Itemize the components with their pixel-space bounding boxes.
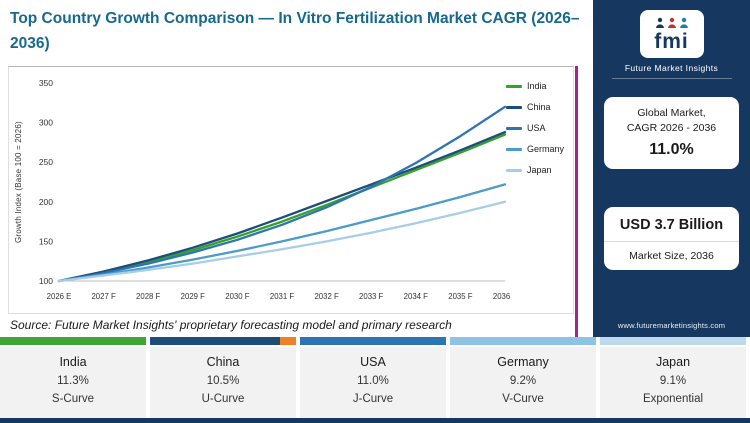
chart-legend: India China USA Germany Japan <box>506 81 570 186</box>
card-cagr: 9.1% <box>659 375 687 387</box>
website-link[interactable]: www.futuremarketinsights.com <box>617 321 726 330</box>
x-tick-label: 2027 F <box>91 292 116 301</box>
market-size-card: USD 3.7 Billion Market Size, 2036 <box>604 207 739 271</box>
market-size-label: Market Size, 2036 <box>629 250 714 263</box>
card-cagr: 11.3% <box>57 375 89 387</box>
legend-item-usa: USA <box>506 123 570 133</box>
series-line-india <box>57 133 507 283</box>
legend-item-japan: Japan <box>506 165 570 175</box>
market-size-value: USD 3.7 Billion <box>619 217 724 234</box>
legend-label: Japan <box>527 165 552 175</box>
series-line-china <box>57 130 507 283</box>
y-tick-label: 100 <box>39 276 53 286</box>
series-line-usa <box>57 105 507 283</box>
legend-label: India <box>527 81 547 91</box>
y-tick-label: 150 <box>39 236 53 246</box>
x-tick-label: 2032 F <box>314 292 339 301</box>
legend-label: Germany <box>527 144 565 154</box>
card-cagr: 9.2% <box>509 375 537 387</box>
legend-item-india: India <box>506 81 570 91</box>
orange-accent <box>280 337 296 345</box>
legend-swatch <box>506 168 522 172</box>
card-curve: U-Curve <box>201 393 245 405</box>
magenta-divider <box>575 66 578 337</box>
x-tick-label: 2031 F <box>270 292 295 301</box>
bottom-accent-bar <box>0 418 750 423</box>
strip-germany <box>450 337 596 345</box>
y-axis-label: Growth Index (Base 100 = 2026) <box>14 121 23 243</box>
cagr-card-line1: Global Market, <box>637 107 706 119</box>
country-color-strip <box>0 337 750 345</box>
card-country: Japan <box>655 355 691 369</box>
card-divider <box>604 241 739 243</box>
legend-item-china: China <box>506 102 570 112</box>
card-curve: V-Curve <box>502 393 544 405</box>
x-tick-label: 2028 F <box>136 292 161 301</box>
strip-china <box>150 337 296 345</box>
legend-label: USA <box>527 123 546 133</box>
country-card-usa: USA 11.0% J-Curve <box>300 347 446 418</box>
card-curve: S-Curve <box>51 393 95 405</box>
y-tick-label: 300 <box>39 118 53 128</box>
country-card-india: India 11.3% S-Curve <box>0 347 146 418</box>
x-tick-label: 2030 F <box>225 292 250 301</box>
legend-swatch <box>506 84 522 88</box>
global-cagr-card: Global Market, CAGR 2026 - 2036 11.0% <box>604 97 739 170</box>
strip-usa <box>300 337 446 345</box>
series-line-japan <box>57 200 507 283</box>
country-card-china: China 10.5% U-Curve <box>150 347 296 418</box>
card-cagr: 10.5% <box>206 375 240 387</box>
card-country: India <box>59 355 87 369</box>
sidebar: fmi Future Market Insights Global Market… <box>593 0 750 337</box>
source-note: Source: Future Market Insights' propriet… <box>10 318 452 332</box>
x-tick-label: 2035 F <box>448 292 473 301</box>
series-line-germany <box>57 183 507 283</box>
fmi-logo-text: fmi <box>654 29 689 53</box>
country-card-germany: Germany 9.2% V-Curve <box>450 347 596 418</box>
legend-swatch <box>506 147 522 151</box>
page-title: Top Country Growth Comparison — In Vitro… <box>10 10 580 52</box>
card-country: Germany <box>497 355 549 369</box>
x-tick-label: 2036 F <box>493 292 511 301</box>
card-country: USA <box>360 355 386 369</box>
brand-name: Future Market Insights <box>611 63 732 79</box>
fmi-logo: fmi <box>639 10 704 58</box>
x-tick-label: 2033 F <box>359 292 384 301</box>
legend-swatch <box>506 105 522 109</box>
strip-india <box>0 337 146 345</box>
x-tick-label: 2026 E <box>47 292 72 301</box>
legend-label: China <box>527 102 551 112</box>
y-tick-label: 200 <box>39 197 53 207</box>
legend-item-germany: Germany <box>506 144 570 154</box>
y-tick-label: 350 <box>39 78 53 88</box>
cagr-card-line2: CAGR 2026 - 2036 <box>626 122 717 135</box>
legend-swatch <box>506 126 522 130</box>
chart-panel: Growth Index (Base 100 = 2026) 100 150 200… <box>8 66 574 314</box>
card-curve: Exponential <box>642 393 704 405</box>
x-tick-label: 2034 F <box>404 292 429 301</box>
y-tick-label: 250 <box>39 157 53 167</box>
growth-line-chart: 100 150 200 250 300 350 2026 E 2027 F 2028 F 2029… <box>39 78 511 301</box>
x-tick-label: 2029 F <box>181 292 206 301</box>
strip-japan <box>600 337 746 345</box>
card-curve: J-Curve <box>352 393 394 405</box>
card-country: China <box>206 355 240 369</box>
country-card-japan: Japan 9.1% Exponential <box>600 347 746 418</box>
card-cagr: 11.0% <box>357 375 389 387</box>
people-icon <box>655 17 688 28</box>
country-cards: India 11.3% S-Curve China 10.5% U-Curve … <box>0 347 750 418</box>
cagr-value: 11.0% <box>649 141 694 159</box>
